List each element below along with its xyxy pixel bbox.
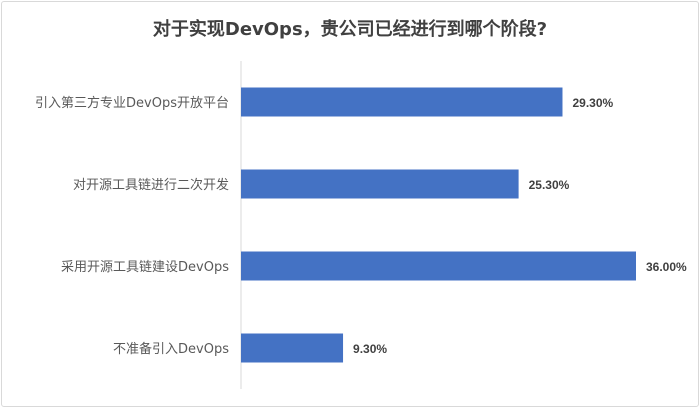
bar [241, 251, 636, 281]
category-label: 不准备引入DevOps [113, 341, 229, 357]
bar [241, 87, 563, 117]
data-label: 9.30% [353, 342, 387, 356]
bar [241, 169, 519, 199]
chart-title: 对于实现DevOps，贵公司已经进行到哪个阶段? [152, 19, 548, 40]
data-label: 36.00% [646, 260, 687, 274]
category-label: 引入第三方专业DevOps开放平台 [35, 95, 229, 111]
data-label: 25.30% [529, 178, 570, 192]
category-label: 采用开源工具链建设DevOps [61, 260, 229, 275]
category-label: 对开源工具链进行二次开发 [73, 177, 229, 193]
bar [241, 333, 344, 363]
data-label: 29.30% [572, 96, 613, 110]
